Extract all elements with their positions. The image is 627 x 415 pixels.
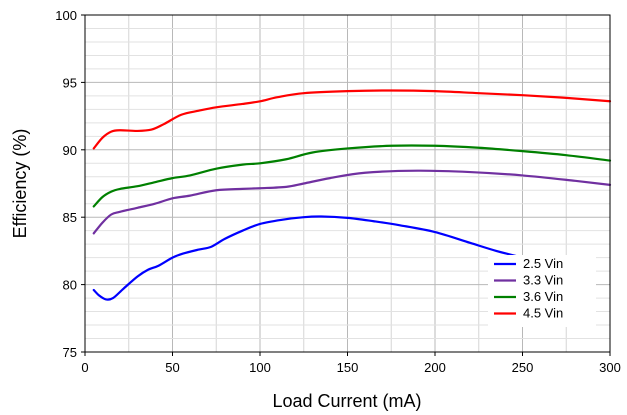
series-line bbox=[92, 144, 612, 208]
x-tick-label: 300 bbox=[599, 360, 621, 375]
legend-label: 3.6 Vin bbox=[523, 289, 563, 304]
x-tick-label: 0 bbox=[81, 360, 88, 375]
series-line bbox=[92, 89, 612, 150]
x-axis-title: Load Current (mA) bbox=[272, 391, 421, 411]
x-tick-label: 50 bbox=[165, 360, 179, 375]
x-tick-label: 200 bbox=[424, 360, 446, 375]
y-tick-label: 95 bbox=[63, 75, 77, 90]
series-line bbox=[92, 215, 524, 301]
series-line bbox=[92, 169, 612, 235]
y-tick-label: 90 bbox=[63, 143, 77, 158]
series-lines bbox=[92, 89, 612, 301]
legend-box bbox=[488, 255, 596, 327]
x-tick-label: 250 bbox=[512, 360, 534, 375]
legend-label: 4.5 Vin bbox=[523, 306, 563, 321]
y-axis-title: Efficiency (%) bbox=[10, 129, 30, 239]
x-tick-label: 150 bbox=[337, 360, 359, 375]
y-tick-label: 85 bbox=[63, 210, 77, 225]
x-tick-label: 100 bbox=[249, 360, 271, 375]
y-tick-label: 100 bbox=[55, 8, 77, 23]
legend-label: 2.5 Vin bbox=[523, 256, 563, 271]
plot-frame bbox=[84, 14, 611, 353]
legend-label: 3.3 Vin bbox=[523, 273, 563, 288]
y-tick-label: 80 bbox=[63, 278, 77, 293]
y-tick-label: 75 bbox=[63, 345, 77, 360]
tick-labels: 0 50 100 150 200 250 300 75 80 85 90 95 100 bbox=[55, 8, 621, 375]
